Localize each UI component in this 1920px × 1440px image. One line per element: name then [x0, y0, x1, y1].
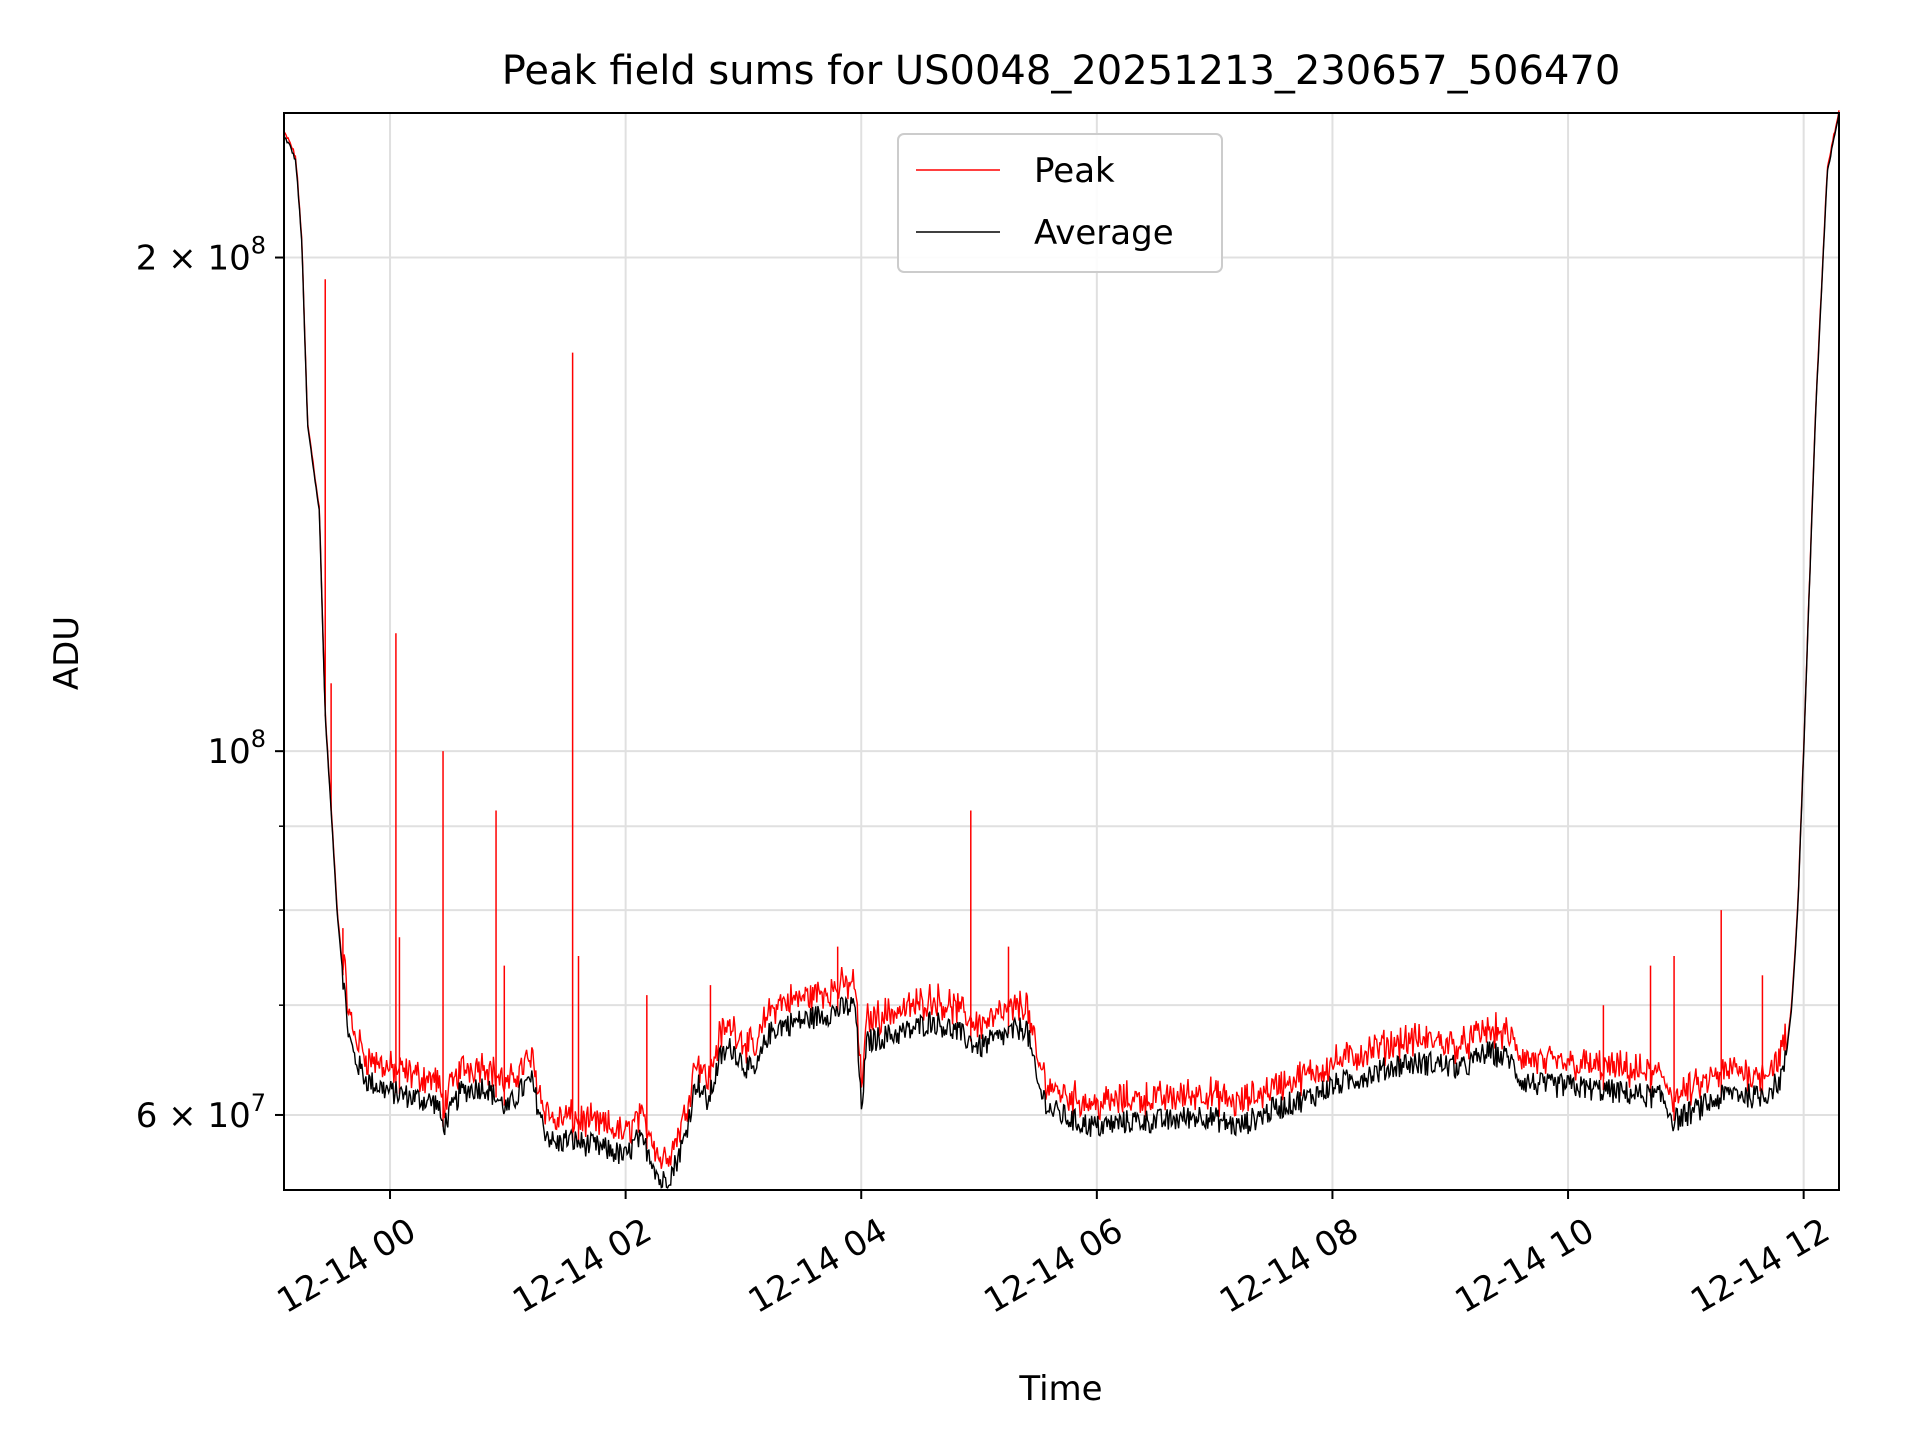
y-tick-label-exponent: 8	[251, 725, 266, 753]
y-tick-label: 108	[207, 725, 266, 772]
average-line	[283, 112, 1840, 1189]
y-tick-label: 6 × 107	[136, 1089, 266, 1136]
chart-title: Peak field sums for US0048_20251213_2306…	[502, 48, 1621, 94]
x-axis-label: Time	[1018, 1369, 1102, 1409]
y-tick-label-base: 10	[207, 732, 250, 772]
y-tick-label-base: 2 × 10	[136, 239, 251, 279]
y-tick-label: 2 × 108	[136, 232, 266, 279]
legend: Peak Average	[897, 133, 1223, 273]
series-peak	[283, 110, 1840, 1169]
plot-frame	[283, 112, 1840, 1191]
legend-peak-label: Peak	[1034, 151, 1115, 191]
y-tick-label-exponent: 7	[251, 1089, 266, 1117]
series-average	[283, 112, 1840, 1189]
legend-box	[897, 133, 1223, 273]
y-axis-label: ADU	[47, 616, 87, 690]
legend-average-label: Average	[1034, 213, 1174, 253]
grid-lines	[284, 113, 1839, 1190]
y-tick-label-exponent: 8	[251, 232, 266, 260]
y-tick-label-base: 6 × 10	[136, 1096, 251, 1136]
peak-line	[283, 110, 1840, 1169]
